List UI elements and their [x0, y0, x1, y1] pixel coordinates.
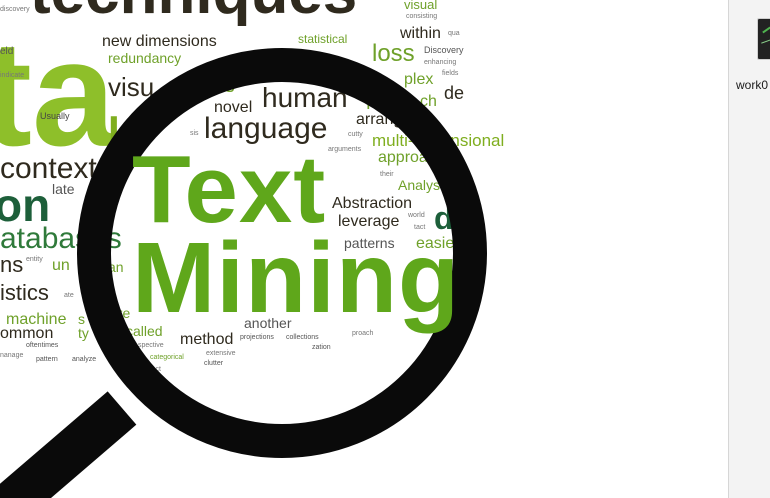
cloud-word: an	[108, 259, 124, 275]
cloud-word: patterns	[344, 235, 395, 251]
magnifier-graphic	[0, 48, 487, 498]
cloud-word: de	[444, 83, 465, 103]
cloud-word: proach	[352, 330, 374, 337]
cloud-word: entity	[26, 256, 43, 263]
cloud-word: method	[180, 331, 234, 348]
title-text-2: Mining	[132, 222, 461, 334]
cloud-word: projections	[240, 334, 274, 341]
cloud-word: late	[52, 181, 75, 197]
cloud-word: leverage	[338, 213, 400, 230]
cloud-word: pattern	[36, 356, 58, 363]
cloud-word: cutty	[348, 131, 363, 138]
desktop-strip	[728, 0, 770, 498]
file-thumbnail-icon[interactable]	[757, 18, 770, 60]
cloud-word: arguments	[328, 146, 362, 153]
cloud-word: plex	[404, 71, 434, 88]
cloud-word: Usually	[40, 111, 70, 121]
cloud-word: un	[52, 257, 70, 274]
cloud-word: approa	[378, 149, 428, 166]
cloud-word: Analys	[398, 177, 441, 193]
cloud-word: ate	[64, 292, 74, 299]
cloud-word: s	[78, 311, 85, 327]
cloud-word: clutter	[204, 360, 224, 367]
cloud-word: within	[400, 25, 441, 42]
magnifying-glass-icon	[0, 48, 487, 498]
word-cloud: ta techniques discovery eld indicate Usu…	[0, 0, 504, 373]
cloud-word: nanage	[0, 352, 24, 359]
cloud-word: ommon	[0, 325, 54, 342]
cloud-word-ta: ta	[0, 9, 116, 177]
cloud-word: loss	[372, 40, 415, 67]
cloud-word: redundancy	[108, 50, 182, 66]
cloud-word: their	[380, 171, 394, 178]
cloud-word: Discovery	[424, 45, 464, 55]
cloud-word: language	[204, 112, 328, 145]
cloud-word: zation	[312, 344, 331, 351]
cloud-word: collections	[286, 334, 319, 341]
cloud-word: techniques	[30, 0, 357, 24]
cloud-word: sis	[190, 130, 199, 137]
cloud-word: Abstraction	[332, 195, 413, 212]
cloud-word: tact	[414, 224, 426, 231]
cloud-word: consisting	[406, 13, 438, 20]
cloud-word: visu	[108, 72, 155, 102]
cloud-word: enhancing	[424, 59, 457, 66]
cloud-word: ty	[78, 325, 89, 341]
cloud-word: new dimensions	[102, 33, 217, 50]
cloud-word: ns	[0, 252, 24, 277]
cloud-word: qua	[448, 30, 460, 37]
cloud-word: another	[244, 315, 292, 331]
cloud-word: easie	[416, 235, 455, 252]
cloud-word: spective	[138, 342, 164, 349]
cloud-word: on	[0, 179, 51, 231]
cloud-word: indicate	[0, 72, 25, 79]
cloud-word: categorical	[150, 354, 184, 361]
cloud-word: novel	[214, 99, 253, 116]
cloud-word: extensive	[206, 350, 236, 357]
cloud-word: analyze	[72, 356, 97, 363]
cloud-word: world	[408, 212, 425, 219]
image-viewer: ta techniques discovery eld indicate Usu…	[0, 0, 505, 498]
cloud-word: visual	[404, 0, 438, 12]
cloud-word: discovery	[0, 6, 30, 13]
cloud-word: statistical	[298, 32, 348, 46]
cloud-word: called	[126, 323, 163, 339]
cloud-word: eld	[0, 46, 14, 57]
cloud-word: fields	[442, 70, 459, 77]
title-text: Text	[132, 136, 327, 243]
file-label[interactable]: work0	[736, 78, 769, 92]
cloud-word: istics	[0, 280, 49, 305]
cloud-word: oftentimes	[26, 342, 59, 349]
cloud-word: machine	[6, 311, 67, 328]
